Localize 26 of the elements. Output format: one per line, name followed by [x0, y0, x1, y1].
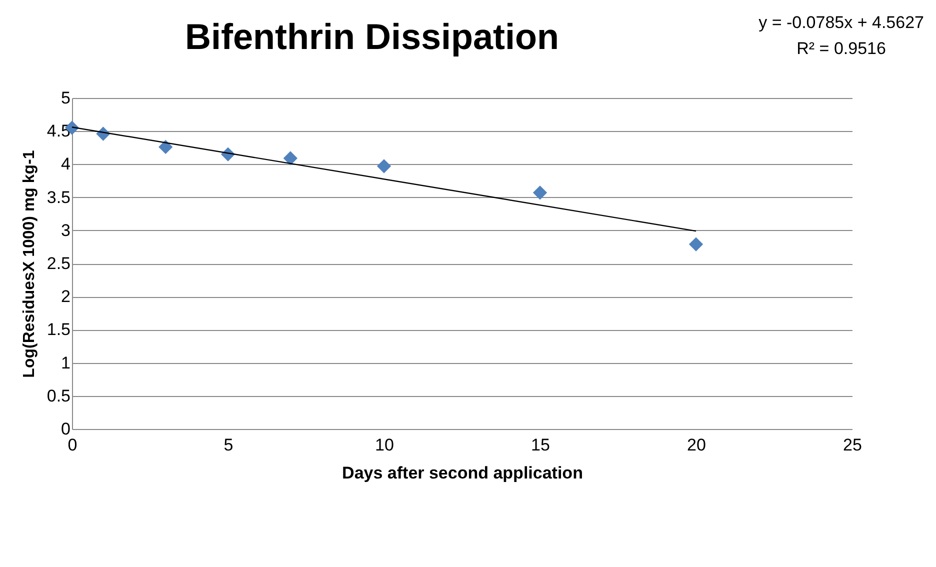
y-tick-label: 5: [61, 88, 70, 108]
point: [158, 140, 173, 154]
y-tick-label: 4.5: [46, 122, 70, 141]
x-tick-label: 5: [224, 436, 234, 454]
y-tick-label: 0: [61, 420, 70, 438]
point: [376, 159, 392, 174]
text: R² = 0.9516: [796, 38, 887, 60]
y-tick-label: 1: [61, 353, 70, 372]
x-tick-label: 20: [687, 436, 706, 454]
point: [283, 151, 298, 166]
y-tick-label: 2: [61, 287, 70, 306]
x-tick-label: 10: [375, 436, 394, 454]
y-tick-label: 2.5: [46, 254, 70, 273]
y-tick-label: 3.5: [46, 188, 70, 207]
y-tick-label: 0.5: [46, 386, 70, 406]
y-tick-label: 1.5: [46, 320, 70, 340]
y-tick-label: 4: [61, 154, 70, 174]
x-axis-title: Days after second application: [342, 464, 583, 482]
y-axis-title: Log(ResiduesX 1000) mg kg-1: [20, 150, 38, 378]
text: y = -0.0785x + 4.5627: [758, 12, 924, 34]
point: [688, 237, 704, 252]
chart-title: Bifenthrin Dissipation: [184, 16, 560, 57]
point: [532, 186, 548, 200]
x-tick-label: 25: [843, 436, 862, 454]
x-tick-label: 15: [531, 436, 550, 454]
y-tick-label: 3: [61, 220, 70, 240]
